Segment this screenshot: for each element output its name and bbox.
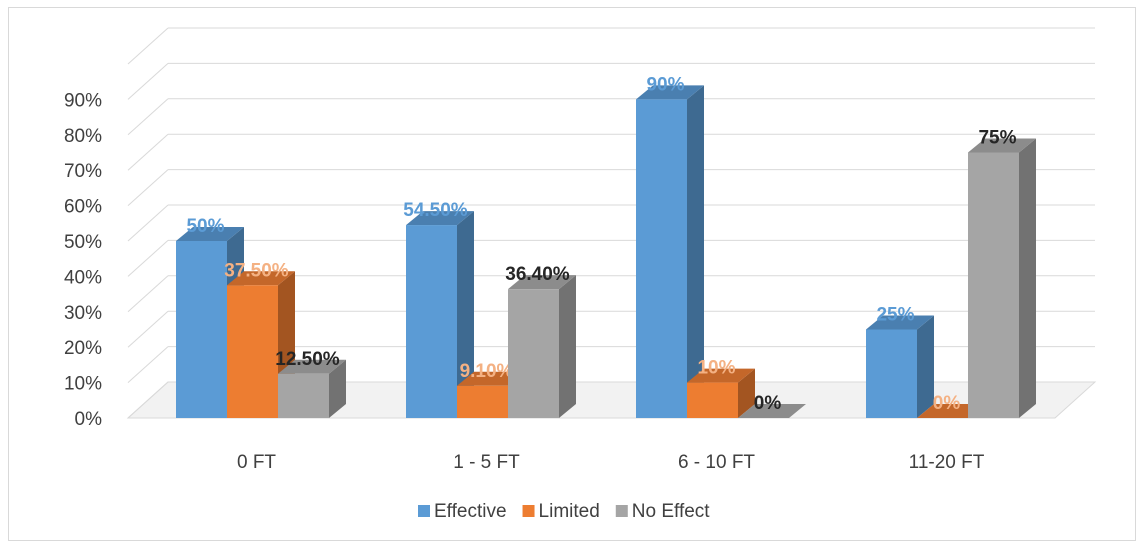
gridline-diagonal	[127, 381, 169, 419]
legend-swatch	[615, 505, 628, 517]
bar-side	[917, 315, 934, 418]
data-label: 54.50%	[403, 200, 468, 221]
y-tick-label: 90%	[64, 90, 102, 111]
bar-top	[227, 271, 295, 286]
data-label: 50%	[186, 216, 224, 237]
bar-side	[559, 275, 576, 418]
bar-top	[738, 404, 806, 418]
bar-side	[738, 368, 755, 418]
gridline-diagonal	[127, 275, 169, 313]
gridline-diagonal	[127, 63, 169, 100]
bar	[866, 329, 917, 418]
y-tick-label: 50%	[64, 232, 102, 253]
bar	[687, 382, 738, 418]
gridline-diagonal	[127, 98, 169, 136]
y-tick-label: 80%	[64, 126, 102, 147]
gridline-diagonal	[127, 310, 169, 348]
bar	[176, 241, 227, 418]
legend-label: Effective	[434, 501, 507, 522]
gridline-diagonal	[127, 27, 169, 65]
bar	[457, 385, 508, 418]
y-tick-label: 40%	[64, 267, 102, 288]
bar-top	[866, 315, 934, 330]
bar-side	[329, 359, 346, 418]
bar	[968, 152, 1019, 418]
data-label: 36.40%	[505, 264, 570, 285]
x-tick-label: 6 - 10 FT	[678, 452, 755, 473]
bar-side	[1019, 138, 1036, 418]
bar-top	[176, 227, 244, 241]
bar	[508, 289, 559, 418]
data-label: 75%	[978, 128, 1016, 149]
bar-top	[508, 275, 576, 290]
gridline-diagonal	[127, 346, 169, 383]
data-label: 25%	[876, 305, 914, 326]
bar-top	[687, 368, 755, 383]
bar-side	[687, 85, 704, 419]
data-label: 90%	[646, 74, 684, 95]
legend-label: No Effect	[632, 501, 711, 522]
legend-label: Limited	[539, 501, 600, 522]
y-tick-label: 30%	[64, 303, 102, 324]
y-tick-label: 10%	[64, 374, 102, 395]
y-tick-label: 20%	[64, 338, 102, 359]
legend-swatch	[522, 505, 535, 517]
y-tick-label: 0%	[75, 409, 103, 430]
bar-top	[406, 211, 474, 226]
data-label: 10%	[697, 358, 735, 379]
data-label: 37.50%	[224, 260, 289, 281]
data-label: 12.50%	[275, 349, 340, 370]
gridline-diagonal	[127, 169, 169, 206]
bar-side	[457, 211, 474, 418]
bar	[227, 285, 278, 418]
bar	[406, 225, 457, 418]
bar-top	[636, 85, 704, 100]
legend-swatch	[418, 505, 430, 517]
bar	[278, 373, 329, 418]
gridline-diagonal	[127, 133, 169, 171]
gridline-diagonal	[127, 204, 169, 242]
bar	[636, 99, 687, 419]
data-label: 0%	[933, 393, 961, 414]
data-label: 9.10%	[460, 361, 514, 382]
gridline-diagonal	[127, 240, 169, 277]
y-tick-label: 60%	[64, 197, 102, 218]
bar-top	[968, 138, 1036, 153]
data-label: 0%	[754, 393, 782, 414]
x-tick-label: 11-20 FT	[909, 452, 985, 473]
y-tick-label: 70%	[64, 161, 102, 182]
bar-top	[278, 359, 346, 374]
x-tick-label: 1 - 5 FT	[453, 452, 520, 473]
x-tick-label: 0 FT	[237, 452, 276, 473]
